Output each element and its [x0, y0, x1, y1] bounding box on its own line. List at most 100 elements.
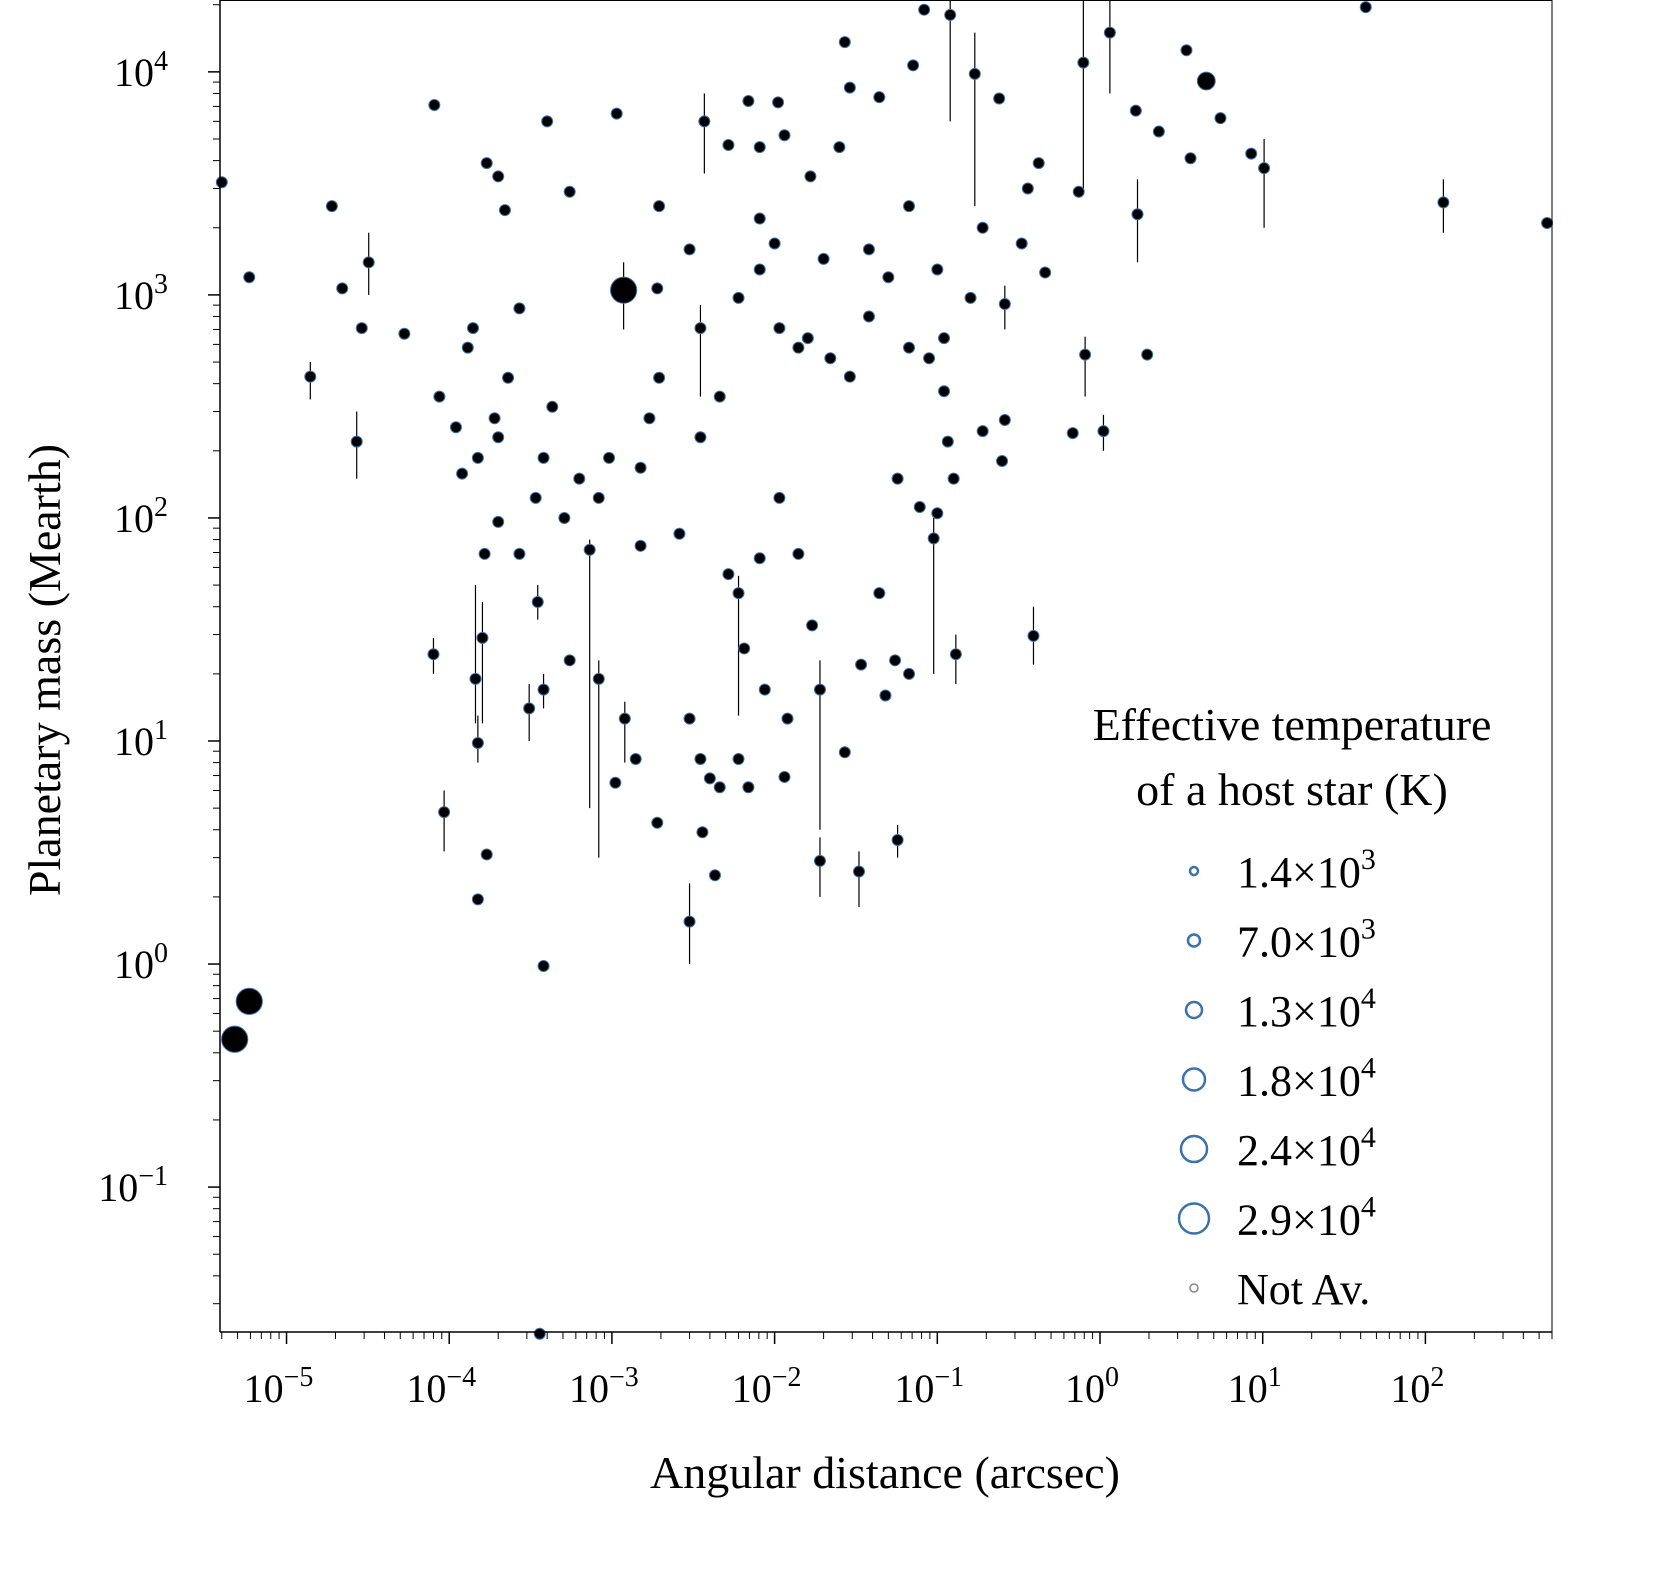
x-tick-label: 10−2	[732, 1362, 802, 1411]
data-point	[838, 746, 851, 759]
data-point	[855, 658, 868, 671]
legend-label: 2.9×104	[1237, 1191, 1376, 1245]
data-point	[537, 683, 550, 696]
data-point	[879, 689, 892, 702]
data-point	[592, 672, 605, 685]
data-point	[1196, 71, 1216, 91]
legend-label: 7.0×103	[1237, 913, 1376, 967]
data-point	[852, 865, 865, 878]
y-tick-label: 101	[114, 715, 168, 764]
data-point	[998, 413, 1011, 426]
data-point	[1141, 348, 1154, 361]
data-point	[1072, 185, 1085, 198]
data-point	[492, 170, 505, 183]
data-point	[456, 467, 469, 480]
data-point	[931, 507, 944, 520]
data-point	[976, 221, 989, 234]
data-point	[610, 276, 638, 304]
data-points	[215, 1, 1554, 1340]
data-point	[651, 816, 664, 829]
x-tick-label: 100	[1065, 1362, 1119, 1411]
data-point	[913, 500, 926, 513]
data-point	[753, 141, 766, 154]
data-point	[651, 282, 664, 295]
data-point	[683, 243, 696, 256]
data-point	[1103, 26, 1116, 39]
x-tick-label: 101	[1228, 1362, 1282, 1411]
data-point	[1245, 147, 1258, 160]
data-point	[732, 291, 745, 304]
data-point	[492, 431, 505, 444]
data-point	[502, 371, 515, 384]
data-point	[673, 527, 686, 540]
y-axis-ticks: 104 103 102 101 100 10−1	[98, 4, 220, 1305]
data-point	[993, 92, 1006, 105]
data-point	[792, 547, 805, 560]
data-point	[722, 568, 735, 581]
x-tick-label: 10−4	[406, 1362, 476, 1411]
data-point	[713, 781, 726, 794]
data-point	[1180, 44, 1193, 57]
y-tick-label: 103	[114, 269, 168, 318]
data-point	[221, 1025, 249, 1053]
legend-title-line-1: Effective temperature	[1093, 699, 1492, 750]
data-point	[758, 683, 771, 696]
data-point	[1129, 104, 1142, 117]
data-point	[778, 770, 791, 783]
data-point	[1541, 217, 1554, 230]
data-point	[449, 421, 462, 434]
data-point	[873, 587, 886, 600]
data-point	[1437, 196, 1450, 209]
data-point	[1077, 56, 1090, 69]
data-point	[944, 8, 957, 21]
data-point	[243, 271, 256, 284]
data-point	[478, 547, 491, 560]
data-point	[537, 959, 550, 972]
data-point	[862, 243, 875, 256]
data-point	[634, 539, 647, 552]
data-point	[772, 96, 785, 109]
legend-marker	[1189, 1283, 1199, 1293]
data-point	[804, 170, 817, 183]
legend-marker	[1177, 1202, 1211, 1235]
data-point	[467, 322, 480, 335]
data-point	[813, 683, 826, 696]
data-point	[1015, 237, 1028, 250]
data-point	[1027, 629, 1040, 642]
legend-marker	[1186, 933, 1202, 948]
data-point	[683, 915, 696, 928]
data-point	[355, 322, 368, 335]
y-tick-label: 10−1	[98, 1161, 168, 1210]
data-point	[1258, 162, 1271, 175]
data-point	[903, 667, 916, 680]
data-point	[1032, 157, 1045, 170]
data-point	[398, 327, 411, 340]
data-point	[428, 99, 441, 112]
legend: Effective temperature of a host star (K)…	[1093, 699, 1492, 1314]
data-point	[753, 552, 766, 565]
data-point	[778, 129, 791, 142]
data-point	[350, 435, 363, 448]
data-point	[947, 472, 960, 485]
data-point	[476, 631, 489, 644]
data-point	[694, 753, 707, 766]
data-point	[903, 200, 916, 213]
data-point	[931, 263, 944, 276]
data-point	[438, 806, 451, 819]
data-point	[696, 826, 709, 839]
legend-marker	[1184, 1000, 1204, 1020]
data-point	[889, 654, 902, 667]
data-point	[683, 712, 696, 725]
data-point	[336, 282, 349, 295]
data-point	[713, 390, 726, 403]
data-point	[498, 204, 511, 217]
data-point	[843, 370, 856, 383]
data-point	[533, 1327, 546, 1340]
data-point	[610, 107, 623, 120]
data-point	[927, 532, 940, 545]
data-point	[362, 256, 375, 269]
data-point	[873, 91, 886, 104]
data-point	[1021, 182, 1034, 195]
data-point	[583, 543, 596, 556]
